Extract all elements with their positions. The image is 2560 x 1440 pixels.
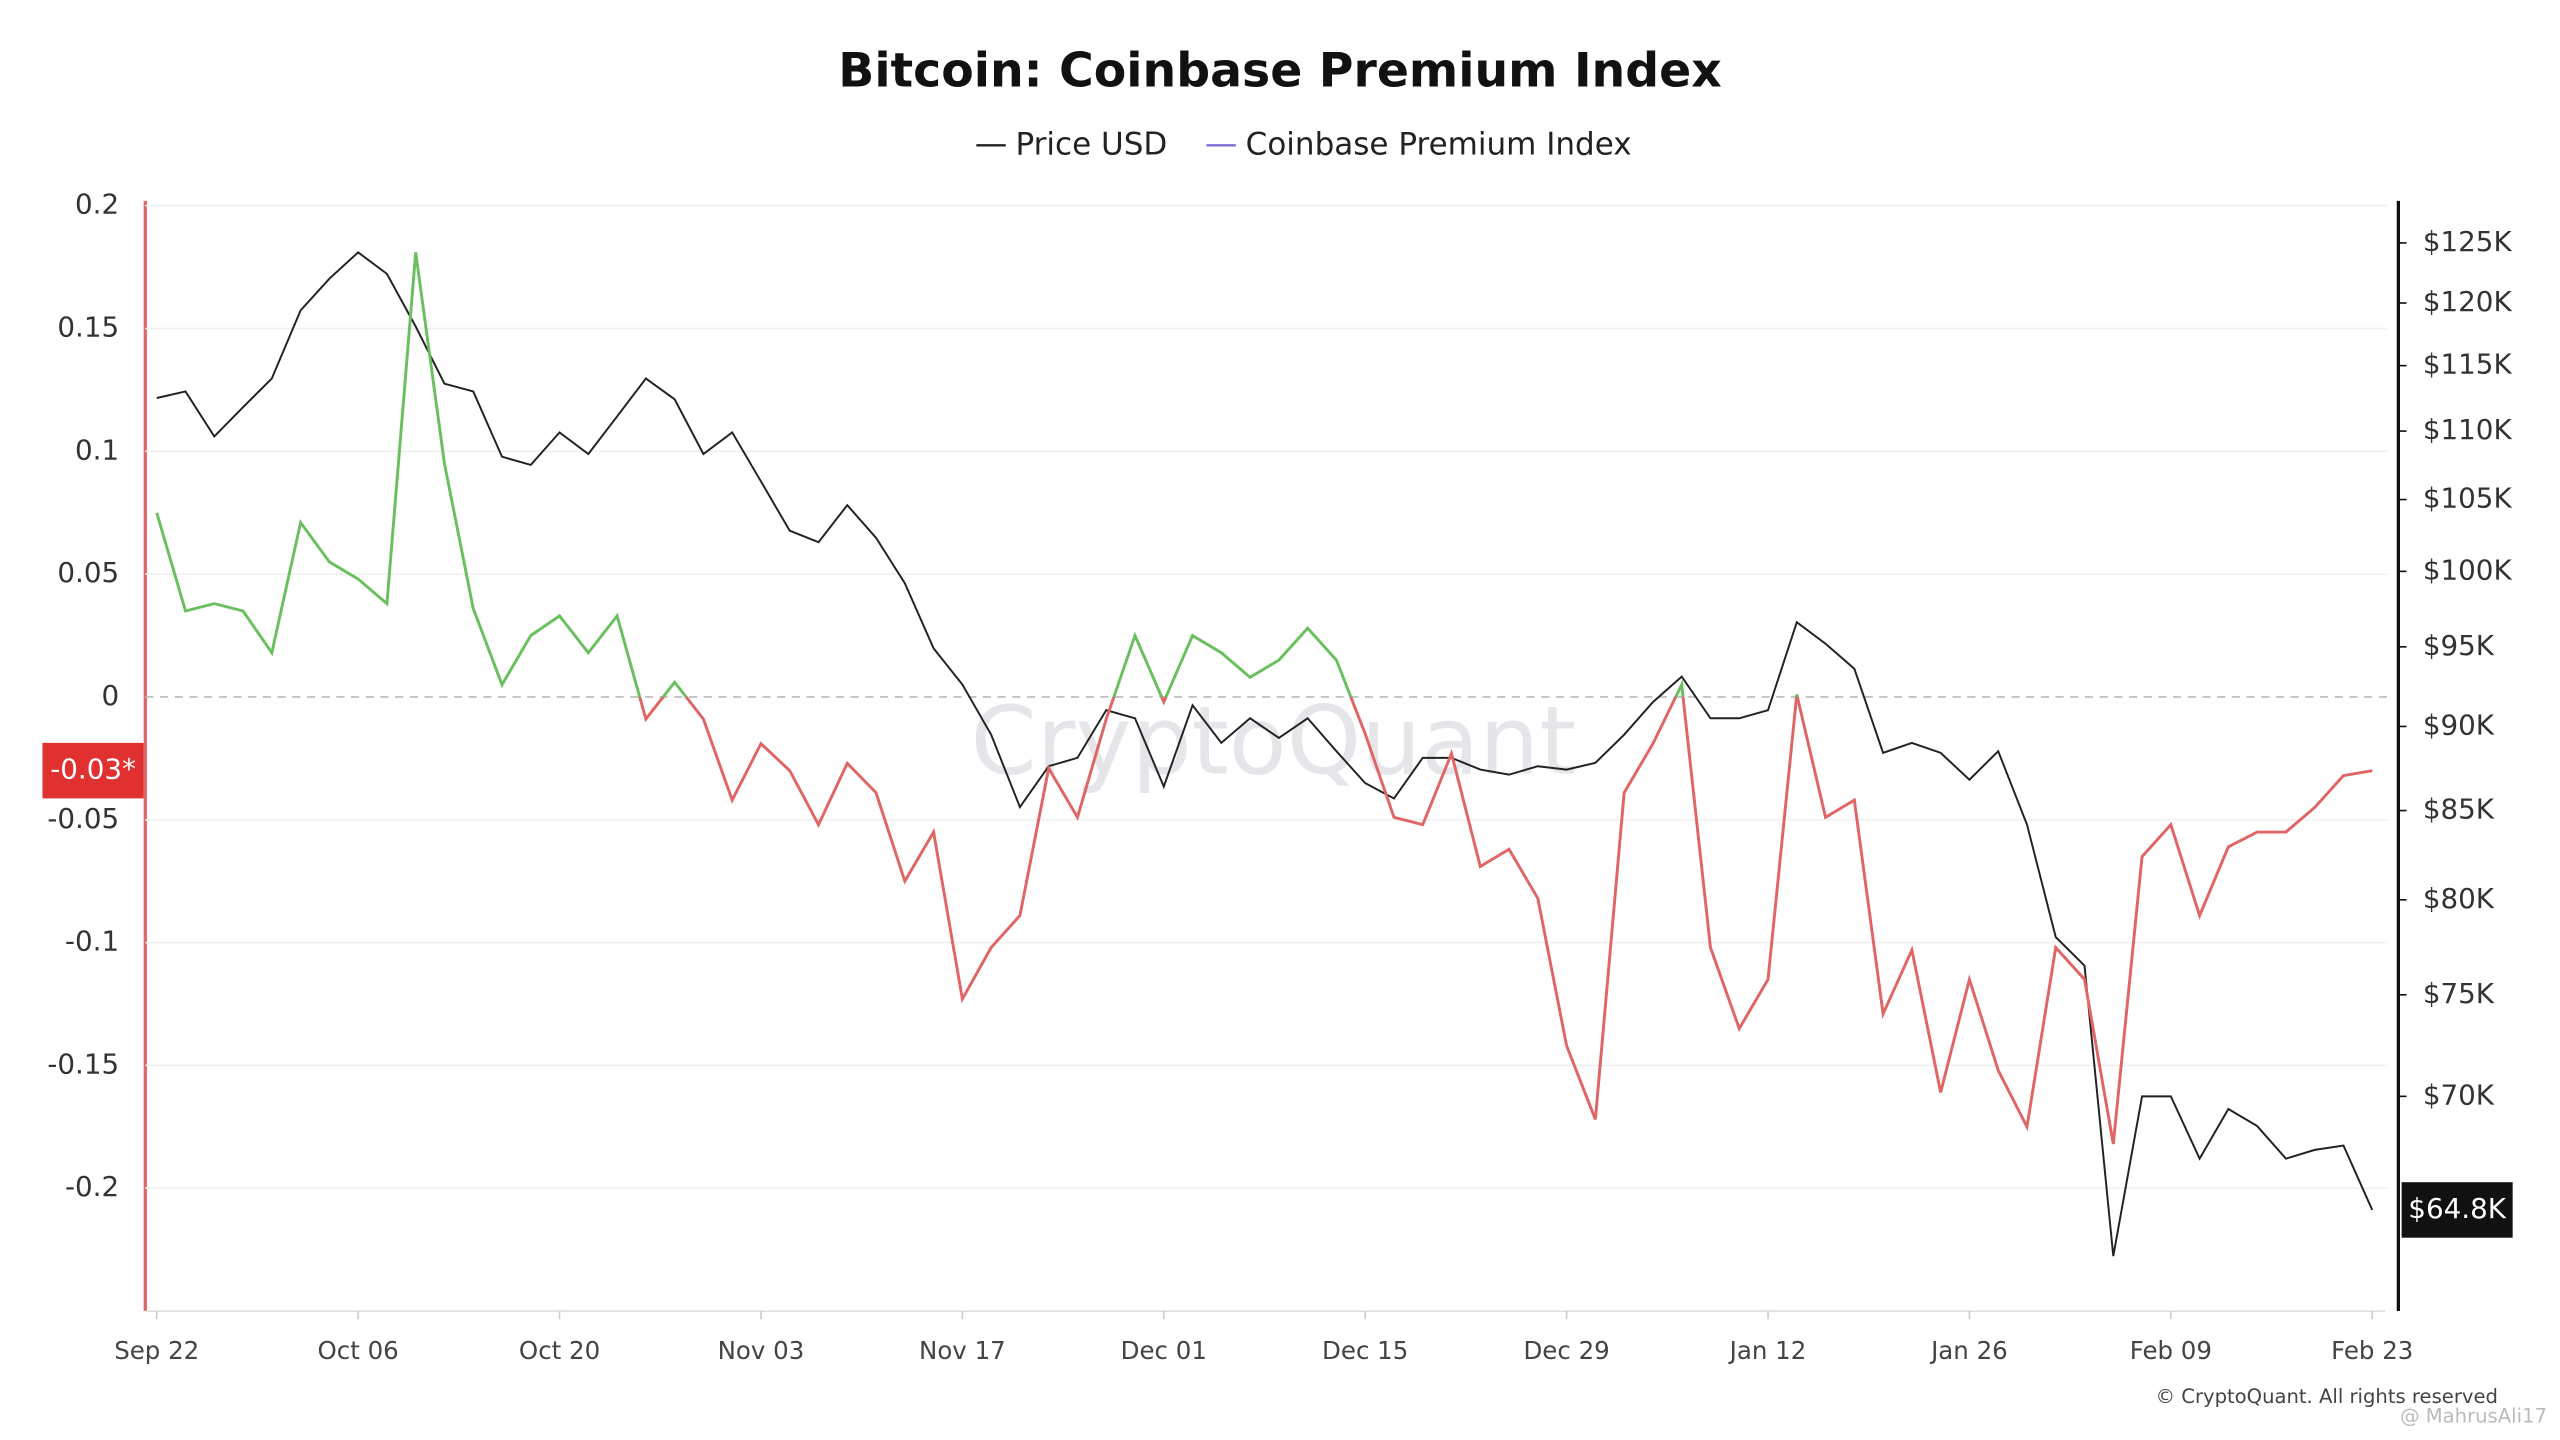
x-tick-label: Nov 17 — [919, 1336, 1006, 1365]
legend: Price USD Coinbase Premium Index — [976, 126, 1632, 162]
current-label: -0.03* — [50, 753, 136, 786]
watermark: CryptoQuant — [970, 687, 1576, 797]
y2-tick-label: $120K — [2423, 285, 2513, 318]
current-label: $64.8K — [2408, 1192, 2506, 1225]
current-badge — [42, 742, 144, 799]
y2-tick-label: $105K — [2423, 482, 2513, 515]
y-tick-label: 0.15 — [57, 311, 119, 344]
y-tick-label: 0.05 — [57, 556, 119, 589]
y-tick-label: -0.2 — [65, 1170, 119, 1203]
chart-title: Bitcoin: Coinbase Premium Index — [838, 43, 1721, 98]
y2-tick-label: $90K — [2423, 708, 2495, 741]
credit: @ MahrusAli17 — [2400, 1405, 2547, 1428]
x-tick-label: Jan 26 — [1929, 1336, 2008, 1365]
y-tick-label: -0.15 — [47, 1047, 119, 1080]
y2-tick-label: $80K — [2423, 882, 2495, 915]
x-tick-label: Dec 01 — [1121, 1336, 1207, 1365]
series-line — [156, 251, 2374, 1257]
y2-tick-label: $115K — [2423, 348, 2513, 381]
y2-tick-label: $75K — [2423, 977, 2495, 1010]
y2-tick-label: $85K — [2423, 793, 2495, 826]
x-tick-label: Dec 15 — [1322, 1336, 1408, 1365]
legend-label: Coinbase Premium Index — [1246, 126, 1632, 162]
x-tick-label: Dec 29 — [1523, 1336, 1609, 1365]
y-tick-label: -0.05 — [47, 802, 119, 835]
y2-tick-label: $70K — [2423, 1078, 2495, 1111]
y2-tick-label: $110K — [2423, 413, 2513, 446]
y-tick-label: 0 — [102, 679, 120, 712]
x-tick-label: Nov 03 — [718, 1336, 805, 1365]
y-tick-label: -0.1 — [65, 925, 119, 958]
x-tick-label: Feb 09 — [2130, 1336, 2212, 1365]
y-tick-label: 0.2 — [75, 188, 119, 221]
y2-tick-label: $100K — [2423, 553, 2513, 586]
x-tick-label: Jan 12 — [1728, 1336, 1807, 1365]
current-badge — [2401, 1182, 2513, 1238]
series-line-positive — [155, 252, 1799, 697]
legend-label: Price USD — [1016, 126, 1168, 162]
y2-tick-label: $125K — [2423, 225, 2513, 258]
y2-tick-label: $95K — [2423, 629, 2495, 662]
footer: © CryptoQuant. All rights reserved — [2155, 1385, 2497, 1408]
x-tick-label: Feb 23 — [2331, 1336, 2413, 1365]
series-line-negative — [638, 696, 2373, 1145]
x-tick-label: Sep 22 — [114, 1336, 199, 1365]
y-tick-label: 0.1 — [75, 433, 119, 466]
x-tick-label: Oct 20 — [519, 1336, 600, 1365]
x-tick-label: Oct 06 — [318, 1336, 399, 1365]
